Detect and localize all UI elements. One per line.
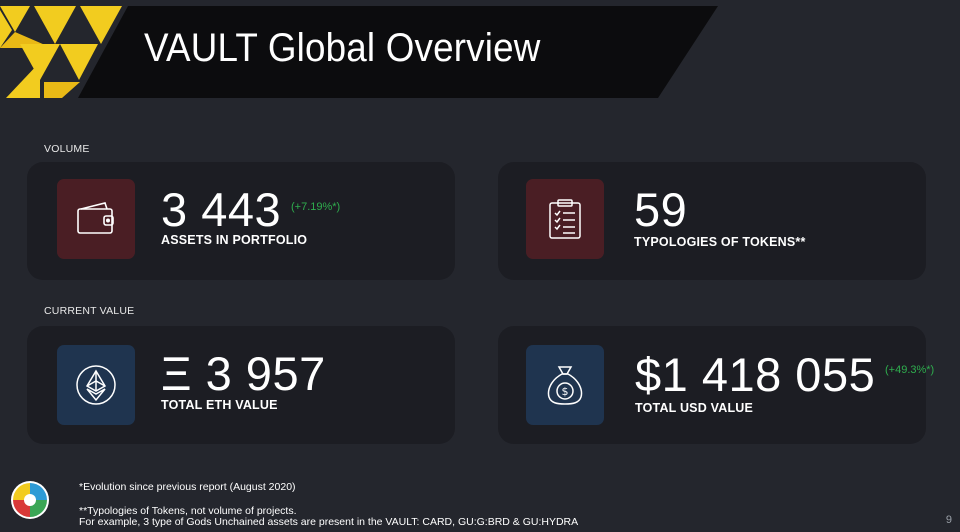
clipboard-checklist-icon [549,199,581,239]
corner-brand-logo [11,481,49,519]
usd-change: (+49.3%*) [885,364,935,376]
eth-value: Ξ 3 957 [161,347,326,400]
footnote-typologies-line1: **Typologies of Tokens, not volume of pr… [79,505,297,517]
ethereum-icon-box [57,345,135,425]
typologies-value: 59 [634,183,688,236]
triangle-logo [0,6,122,98]
section-label-volume: VOLUME [44,143,90,155]
money-bag-icon: $ [547,366,583,405]
assets-change: (+7.19%*) [291,201,341,213]
typologies-label: TYPOLOGIES OF TOKENS** [634,235,806,249]
page-number: 9 [945,514,952,526]
svg-text:$: $ [562,385,569,398]
money-bag-icon-box: $ [526,345,604,425]
card-assets: 3 443 (+7.19%*) ASSETS IN PORTFOLIO [27,162,455,280]
usd-value: $1 418 055 [635,348,876,401]
clipboard-icon-box [526,179,604,259]
page-title: VAULT Global Overview [144,26,541,70]
assets-label: ASSETS IN PORTFOLIO [161,233,308,247]
section-label-current-value: CURRENT VALUE [44,305,135,317]
assets-value: 3 443 [161,183,282,236]
card-typologies: 59 TYPOLOGIES OF TOKENS** [498,162,926,280]
title-banner [78,6,718,98]
wallet-icon-box [57,179,135,259]
card-usd: $ $1 418 055 (+49.3%*) TOTAL USD VALUE [498,326,934,444]
footnote-typologies-line2: For example, 3 type of Gods Unchained as… [79,516,579,528]
card-eth: Ξ 3 957 TOTAL ETH VALUE [27,326,455,444]
usd-label: TOTAL USD VALUE [635,401,754,415]
eth-label: TOTAL ETH VALUE [161,398,278,412]
ethereum-icon [76,365,116,405]
wallet-icon [77,202,114,234]
footnote-evolution: *Evolution since previous report (August… [79,481,296,493]
